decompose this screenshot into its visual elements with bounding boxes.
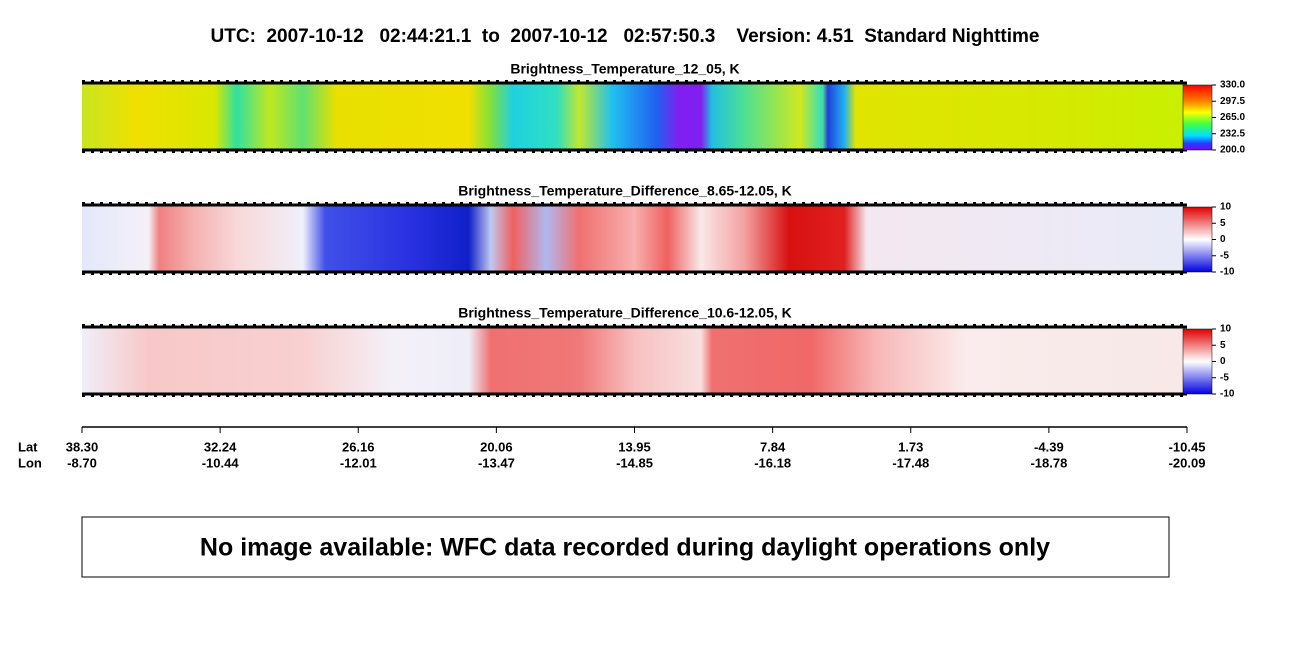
lon-tick-label: -16.18 <box>754 455 791 470</box>
colorbar-label: -5 <box>1220 250 1229 261</box>
lat-tick-label: 32.24 <box>204 439 237 454</box>
panels: Brightness_Temperature_12_05, K 330.0 297.… <box>82 61 1245 400</box>
panel: Brightness_Temperature_Difference_10.6-1… <box>82 305 1235 400</box>
lon-tick-label: -12.01 <box>340 455 377 470</box>
lon-tick-label: -10.44 <box>202 455 240 470</box>
swath-image <box>82 205 1187 272</box>
lon-tick-label: -20.09 <box>1169 455 1206 470</box>
colorbar-label: -10 <box>1220 267 1235 278</box>
colorbar-label: 232.5 <box>1220 128 1245 139</box>
lat-tick-label: -4.39 <box>1034 439 1064 454</box>
notice-text: No image available: WFC data recorded du… <box>200 534 1050 562</box>
panel-title: Brightness_Temperature_12_05, K <box>510 61 739 77</box>
lon-tick-label: -17.48 <box>892 455 929 470</box>
notice-box <box>81 516 1170 578</box>
colorbar-label: -5 <box>1220 372 1229 383</box>
lat-lon-axis: Lat Lon 38.30-8.70 32.24-10.44 26.16-12.01… <box>18 426 1206 470</box>
panel-title: Brightness_Temperature_Difference_8.65-1… <box>458 183 792 199</box>
colorbar-label: 0 <box>1220 356 1226 367</box>
colorbar <box>1182 328 1213 395</box>
colorbar-label: 265.0 <box>1220 112 1245 123</box>
lat-tick-label: -10.45 <box>1169 439 1206 454</box>
colorbar-label: 5 <box>1220 340 1226 351</box>
lat-tick-label: 7.84 <box>760 439 786 454</box>
swath-image <box>82 327 1187 394</box>
lon-tick-label: -14.85 <box>616 455 653 470</box>
colorbar-label: 10 <box>1220 324 1232 335</box>
colorbar-label: -10 <box>1220 389 1235 400</box>
lat-tick-label: 38.30 <box>66 439 99 454</box>
lat-tick-label: 1.73 <box>898 439 923 454</box>
lat-tick-label: 26.16 <box>342 439 375 454</box>
colorbar-label: 0 <box>1220 234 1226 245</box>
lat-tick-label: 20.06 <box>480 439 513 454</box>
panel-title: Brightness_Temperature_Difference_10.6-1… <box>458 305 792 321</box>
lon-tick-label: -18.78 <box>1030 455 1067 470</box>
lon-tick-label: -8.70 <box>67 455 97 470</box>
lat-label: Lat <box>18 439 38 454</box>
colorbar <box>1182 84 1213 151</box>
panel: Brightness_Temperature_12_05, K 330.0 297.… <box>82 61 1245 156</box>
colorbar-label: 330.0 <box>1220 80 1245 91</box>
panel: Brightness_Temperature_Difference_8.65-1… <box>82 183 1235 278</box>
colorbar-label: 5 <box>1220 218 1226 229</box>
colorbar-label: 10 <box>1220 202 1232 213</box>
lon-tick-label: -13.47 <box>478 455 515 470</box>
lat-tick-label: 13.95 <box>618 439 651 454</box>
page-title: UTC: 2007-10-12 02:44:21.1 to 2007-10-12… <box>211 26 1040 47</box>
colorbar-label: 297.5 <box>1220 96 1245 107</box>
colorbar-label: 200.0 <box>1220 145 1245 156</box>
colorbar <box>1182 206 1213 273</box>
swath-image <box>82 83 1187 150</box>
lon-label: Lon <box>18 455 42 470</box>
